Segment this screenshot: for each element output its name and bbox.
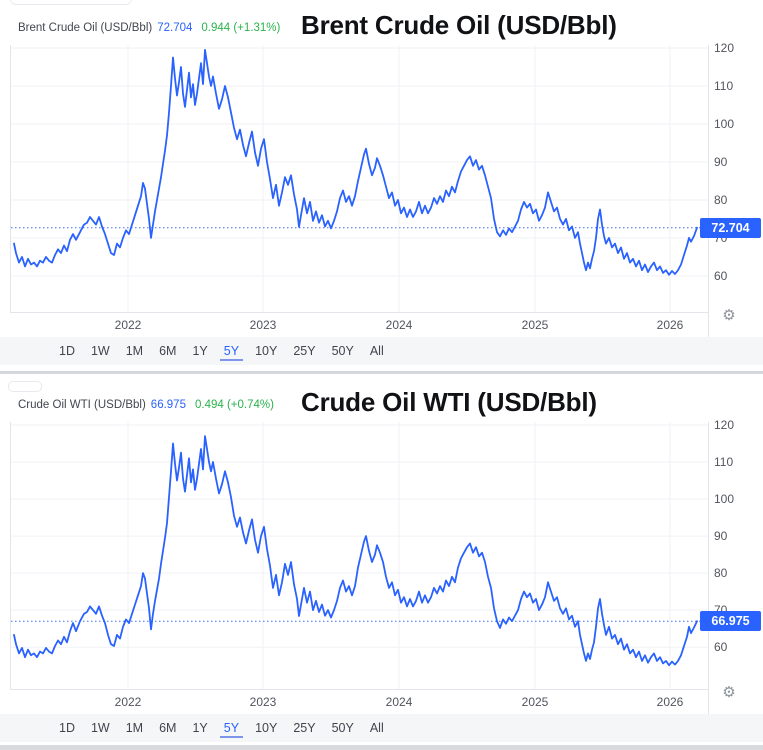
chart-legend: Brent Crude Oil (USD/Bbl) 72.704 0.944 (+1… [18,22,280,34]
y-axis-tick-label: 90 [714,529,728,543]
range-button-row: 1D 1W 1M 6M 1Y 5Y 10Y 25Y 50Y All [55,719,388,738]
range-button-1d[interactable]: 1D [55,719,79,738]
range-button-50y[interactable]: 50Y [328,342,358,361]
brent-chart-panel: Brent Crude Oil (USD/Bbl) 72.704 0.944 (+1… [0,0,763,373]
range-button-25y[interactable]: 25Y [289,342,319,361]
y-axis-tick-label: 120 [714,41,734,55]
range-button-5y[interactable]: 5Y [219,719,244,738]
x-axis-tick-label: 2022 [115,318,142,332]
legend-symbol-label: Brent Crude Oil (USD/Bbl) [18,22,153,34]
range-button-row: 1D 1W 1M 6M 1Y 5Y 10Y 25Y 50Y All [55,342,388,361]
price-line-series [13,49,698,276]
range-button-all[interactable]: All [366,342,388,361]
y-axis-tick-label: 80 [714,566,728,580]
range-button-10y[interactable]: 10Y [251,342,281,361]
y-axis-tick-label: 80 [714,193,728,207]
wti-chart-panel: Crude Oil WTI (USD/Bbl) 66.975 0.494 (+0.7… [0,377,763,750]
x-axis-tick-label: 2024 [386,318,413,332]
range-button-6m[interactable]: 6M [155,342,180,361]
range-button-50y[interactable]: 50Y [328,719,358,738]
range-toolbar: 1D 1W 1M 6M 1Y 5Y 10Y 25Y 50Y All [0,714,763,742]
range-toolbar: 1D 1W 1M 6M 1Y 5Y 10Y 25Y 50Y All [0,337,763,365]
chart-legend: Crude Oil WTI (USD/Bbl) 66.975 0.494 (+0.7… [18,399,274,411]
range-button-1m[interactable]: 1M [122,342,147,361]
settings-gear-icon[interactable]: ⚙ [722,683,736,701]
y-axis-tick-label: 100 [714,117,734,131]
x-axis-tick-label: 2025 [522,695,549,709]
range-button-1m[interactable]: 1M [122,719,147,738]
range-button-1w[interactable]: 1W [87,719,114,738]
collapsed-tab-fragment [8,381,42,392]
range-button-1y[interactable]: 1Y [188,342,211,361]
y-axis-tick-label: 60 [714,640,728,654]
range-button-1d[interactable]: 1D [55,342,79,361]
y-axis-tick-label: 90 [714,155,728,169]
legend-symbol-label: Crude Oil WTI (USD/Bbl) [18,399,146,411]
range-button-all[interactable]: All [366,719,388,738]
settings-gear-icon[interactable]: ⚙ [722,306,736,324]
panel-separator [0,371,763,374]
chart-title: Brent Crude Oil (USD/Bbl) [301,10,617,40]
price-axis-badge: 72.704 [700,218,761,238]
range-button-10y[interactable]: 10Y [251,719,281,738]
range-button-1y[interactable]: 1Y [188,719,211,738]
range-button-6m[interactable]: 6M [155,719,180,738]
price-line-series [13,435,698,667]
legend-change: 0.494 (+0.74%) [194,399,274,411]
range-button-25y[interactable]: 25Y [289,719,319,738]
y-axis-tick-label: 120 [714,418,734,432]
legend-last-value: 72.704 [157,22,193,34]
x-axis-tick-label: 2025 [522,318,549,332]
x-axis-tick-label: 2024 [386,695,413,709]
range-button-5y[interactable]: 5Y [219,342,244,361]
y-axis-tick-label: 110 [714,455,733,469]
x-axis-tick-label: 2026 [657,695,684,709]
price-axis-badge: 66.975 [700,611,761,631]
range-button-1w[interactable]: 1W [87,342,114,361]
legend-last-value: 66.975 [150,399,186,411]
x-axis-tick-label: 2023 [250,318,277,332]
y-axis-tick-label: 60 [714,269,728,283]
bottom-edge-strip [0,745,763,750]
y-axis-tick-label: 100 [714,492,734,506]
collapsed-tab-fragment [10,0,132,5]
x-axis-tick-label: 2026 [657,318,684,332]
chart-title: Crude Oil WTI (USD/Bbl) [301,387,597,417]
y-axis-tick-label: 110 [714,79,733,93]
x-axis-tick-label: 2023 [250,695,277,709]
price-chart[interactable]: 6070809010011012020222023202420252026 [0,377,763,750]
legend-change: 0.944 (+1.31%) [201,22,281,34]
price-chart[interactable]: 6070809010011012020222023202420252026 [0,0,763,373]
x-axis-tick-label: 2022 [115,695,142,709]
